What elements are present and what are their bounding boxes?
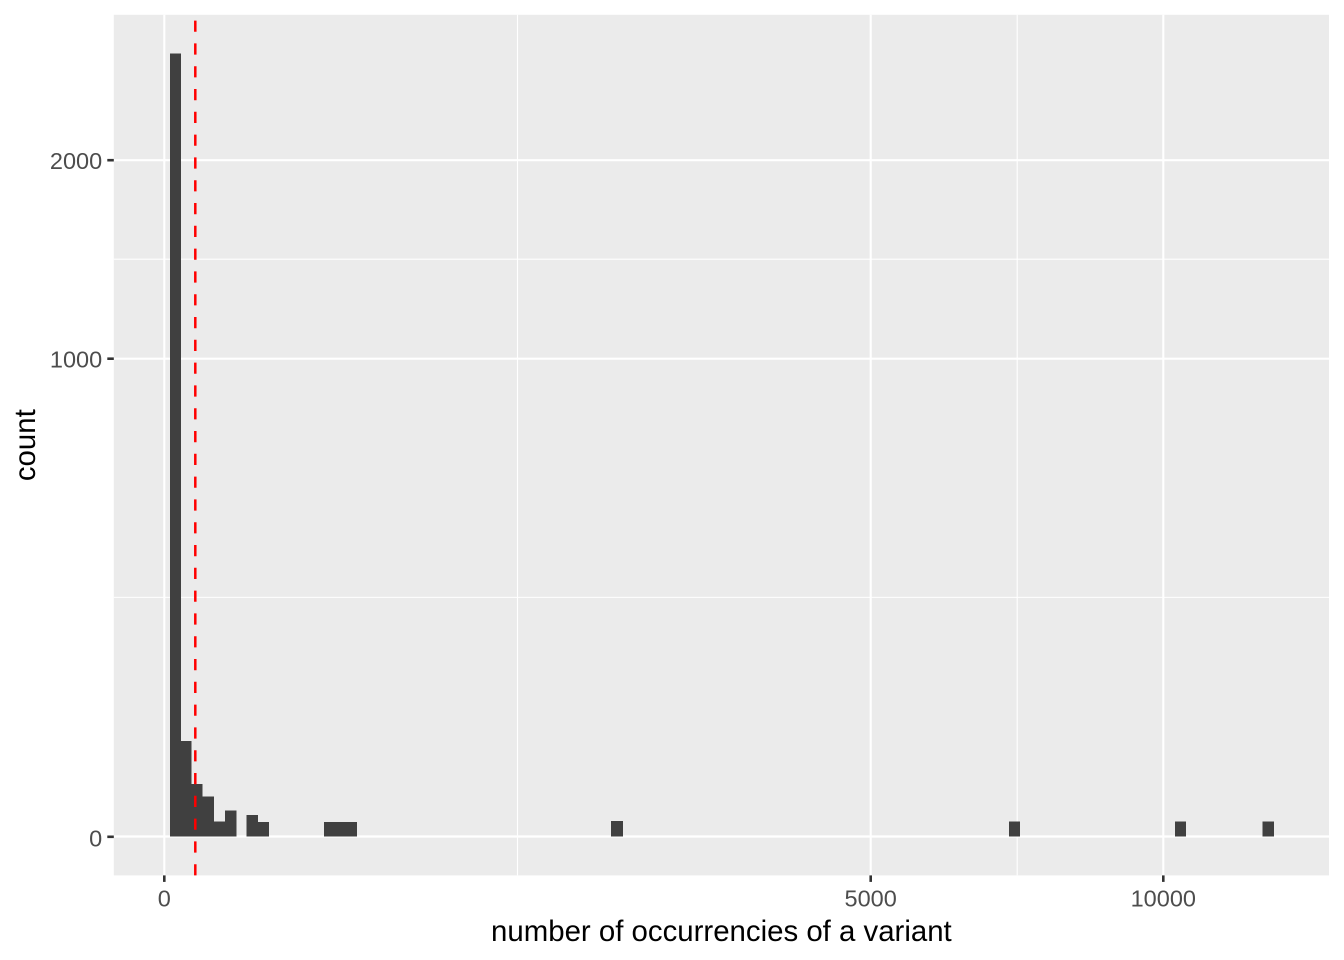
svg-text:0: 0 xyxy=(158,885,171,911)
svg-text:5000: 5000 xyxy=(845,885,897,911)
svg-text:count: count xyxy=(9,409,42,481)
svg-text:number of occurrencies of a va: number of occurrencies of a variant xyxy=(491,915,952,948)
svg-text:2000: 2000 xyxy=(50,148,102,174)
svg-text:0: 0 xyxy=(89,826,102,852)
svg-text:1000: 1000 xyxy=(50,347,102,373)
svg-text:10000: 10000 xyxy=(1131,885,1196,911)
